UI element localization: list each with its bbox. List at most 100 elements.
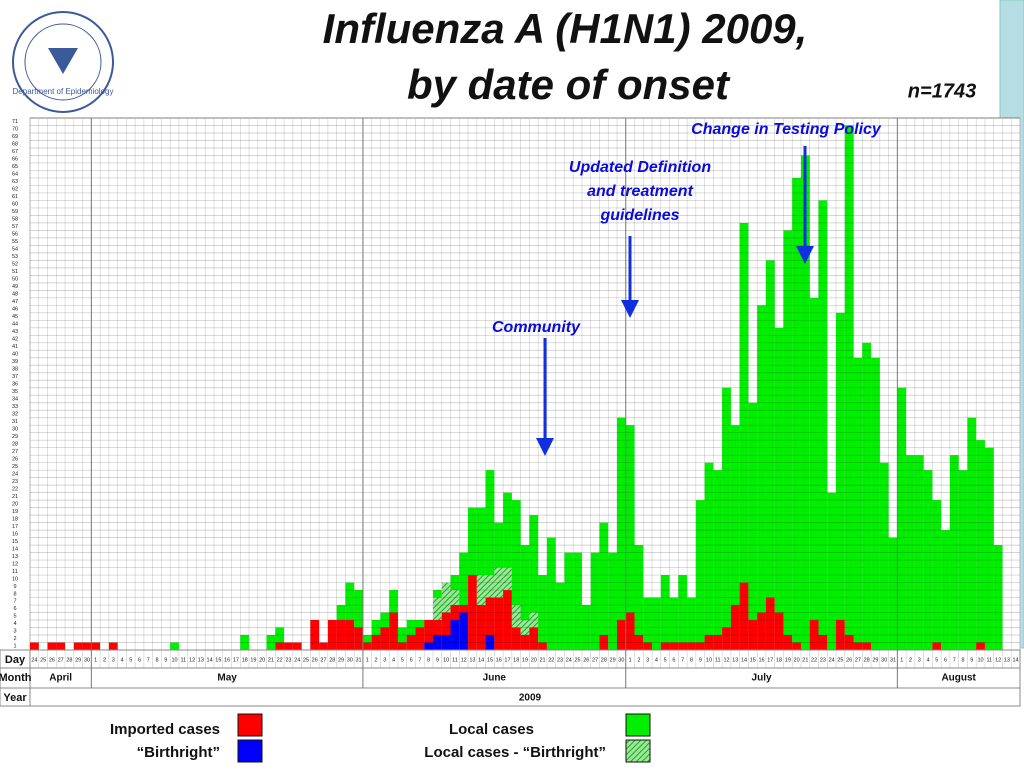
bar-segment	[643, 597, 653, 643]
bar-segment	[722, 627, 731, 650]
y-tick-label: 36	[12, 381, 18, 387]
annotation: guidelines	[599, 207, 679, 224]
x-tick-label: 16	[758, 657, 764, 663]
x-tick-label: 21	[539, 657, 545, 663]
x-tick-label: 27	[592, 657, 598, 663]
bar-segment	[783, 635, 793, 650]
x-tick-label: 25	[40, 657, 46, 663]
bar-segment	[511, 627, 521, 650]
bar-segment	[993, 545, 1003, 650]
y-tick-label: 55	[12, 239, 18, 245]
y-tick-label: 47	[12, 299, 18, 305]
x-tick-label: 27	[855, 657, 861, 663]
bar-segment	[625, 612, 635, 650]
bar-segment	[336, 605, 346, 621]
x-tick-label: 3	[918, 657, 921, 663]
bar-segment	[669, 597, 679, 643]
bar-segment	[538, 642, 547, 650]
y-tick-label: 5	[13, 614, 16, 620]
x-tick-label: 6	[672, 657, 675, 663]
bar-segment	[546, 537, 556, 650]
x-tick-label: 29	[338, 657, 344, 663]
bar-segment	[976, 642, 985, 650]
bar-segment	[275, 642, 285, 650]
x-tick-label: 12	[995, 657, 1001, 663]
x-tick-label: 20	[259, 657, 265, 663]
x-tick-label: 14	[207, 657, 213, 663]
y-tick-label: 14	[12, 546, 18, 552]
bar-segment	[643, 642, 653, 650]
x-tick-label: 14	[478, 657, 484, 663]
annotation: Community	[492, 319, 581, 336]
x-tick-label: 15	[487, 657, 493, 663]
bar-segment	[459, 612, 469, 650]
y-tick-label: 16	[12, 531, 18, 537]
bar-segment	[809, 297, 819, 621]
bar-segment	[949, 455, 959, 650]
x-tick-label: 28	[864, 657, 870, 663]
x-tick-label: 29	[872, 657, 878, 663]
bar-segment	[345, 582, 355, 621]
x-tick-label: 9	[699, 657, 702, 663]
x-tick-label: 30	[881, 657, 887, 663]
bar-segment	[853, 642, 863, 650]
bar-segment	[336, 620, 346, 650]
bar-segment	[818, 635, 828, 650]
bar-segment	[555, 582, 565, 650]
x-tick-label: 12	[189, 657, 195, 663]
bar-segment	[783, 230, 793, 636]
y-tick-label: 18	[12, 516, 18, 522]
x-tick-label: 4	[392, 657, 395, 663]
bar-segment	[967, 417, 977, 650]
bar-segment	[284, 642, 293, 650]
x-tick-label: 16	[224, 657, 230, 663]
y-tick-label: 15	[12, 539, 18, 545]
bar-segment	[441, 635, 451, 650]
bar-segment	[713, 635, 723, 650]
arrow-head	[621, 300, 639, 318]
x-tick-label: 23	[820, 657, 826, 663]
legend-label: Local cases - “Birthright”	[424, 744, 606, 761]
bar-segment	[871, 357, 880, 650]
x-tick-label: 7	[953, 657, 956, 663]
y-tick-label: 6	[13, 606, 16, 612]
bar-segment	[450, 620, 460, 650]
bar-segment	[984, 447, 994, 650]
legend: Imported cases “Birthright” Local cases Loc…	[110, 713, 651, 763]
arrow-head	[796, 246, 814, 264]
y-tick-label: 45	[12, 314, 18, 320]
bar-segment	[450, 575, 460, 591]
legend-swatch	[625, 713, 651, 737]
bar-segment	[450, 605, 460, 621]
bar-segment	[529, 612, 539, 628]
bar-segment	[292, 642, 302, 650]
bar-segment	[503, 567, 512, 591]
bar-segment	[573, 552, 582, 650]
bar-segment	[818, 200, 828, 636]
bar-segment	[687, 642, 696, 650]
x-tick-label: 5	[935, 657, 938, 663]
x-tick-label: 10	[978, 657, 984, 663]
bar-segment	[844, 125, 854, 636]
bar-segment	[406, 620, 416, 636]
y-tick-label: 7	[13, 599, 16, 605]
bar-segment	[844, 635, 854, 650]
bar-segment	[704, 635, 714, 650]
y-tick-label: 31	[12, 419, 18, 425]
y-tick-label: 59	[12, 209, 18, 215]
x-tick-label: 19	[250, 657, 256, 663]
x-tick-label: 27	[320, 657, 326, 663]
bar-segment	[687, 597, 696, 643]
y-tick-label: 44	[12, 322, 18, 328]
bar-segment	[836, 620, 845, 650]
bar-segment	[485, 597, 495, 636]
bar-segment	[424, 642, 434, 650]
x-tick-label: 31	[890, 657, 896, 663]
y-tick-label: 41	[12, 344, 18, 350]
y-tick-label: 53	[12, 254, 18, 260]
bar-segment	[564, 552, 574, 650]
x-tick-label: 26	[49, 657, 55, 663]
bar-segment	[652, 597, 661, 650]
y-tick-label: 48	[12, 292, 18, 298]
y-tick-label: 57	[12, 224, 18, 230]
